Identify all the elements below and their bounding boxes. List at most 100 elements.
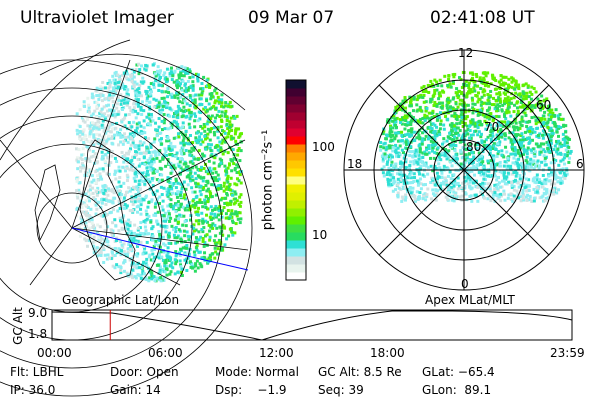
image-pixel	[227, 217, 231, 221]
image-pixel	[218, 231, 222, 235]
image-pixel	[93, 240, 97, 244]
image-pixel	[192, 223, 196, 227]
image-pixel	[132, 176, 136, 180]
colorbar-segment	[286, 80, 306, 89]
image-pixel	[179, 237, 183, 241]
image-pixel	[498, 164, 502, 168]
image-pixel	[188, 235, 192, 239]
image-pixel	[235, 212, 239, 216]
image-pixel	[225, 193, 229, 197]
image-pixel	[418, 172, 422, 176]
image-pixel	[86, 139, 90, 143]
image-pixel	[142, 119, 146, 123]
image-pixel	[194, 165, 198, 169]
image-pixel	[549, 126, 553, 130]
image-pixel	[412, 159, 416, 163]
image-pixel	[169, 70, 173, 74]
image-pixel	[417, 182, 421, 186]
image-pixel	[201, 217, 205, 221]
image-pixel	[171, 154, 175, 158]
image-pixel	[426, 83, 430, 87]
image-pixel	[215, 187, 219, 191]
image-pixel	[161, 104, 165, 108]
image-pixel	[229, 105, 233, 109]
image-pixel	[77, 148, 81, 152]
image-pixel	[157, 125, 161, 129]
image-pixel	[461, 112, 465, 116]
image-pixel	[135, 63, 139, 67]
image-pixel	[134, 67, 138, 71]
image-pixel	[161, 84, 165, 88]
image-pixel	[477, 148, 481, 152]
image-pixel	[435, 151, 439, 155]
image-pixel	[186, 71, 190, 75]
image-pixel	[97, 94, 101, 98]
image-pixel	[139, 124, 143, 128]
image-pixel	[166, 157, 170, 161]
image-pixel	[509, 152, 513, 156]
image-pixel	[439, 119, 443, 123]
image-pixel	[92, 196, 96, 200]
image-pixel	[160, 89, 164, 93]
image-pixel	[115, 249, 119, 253]
image-pixel	[198, 135, 202, 139]
image-pixel	[479, 103, 483, 107]
image-pixel	[103, 112, 107, 116]
image-pixel	[158, 239, 162, 243]
image-pixel	[138, 68, 142, 72]
image-pixel	[398, 144, 402, 148]
image-pixel	[172, 181, 176, 185]
image-pixel	[472, 154, 476, 158]
image-pixel	[430, 176, 434, 180]
image-pixel	[152, 83, 156, 87]
image-pixel	[474, 179, 478, 183]
image-pixel	[491, 134, 495, 138]
image-pixel	[464, 129, 468, 133]
image-pixel	[492, 127, 496, 131]
image-pixel	[510, 80, 514, 84]
image-pixel	[75, 158, 79, 162]
image-pixel	[76, 193, 80, 197]
image-pixel	[504, 100, 508, 104]
image-pixel	[158, 195, 162, 199]
image-pixel	[158, 71, 162, 75]
image-pixel	[533, 190, 537, 194]
image-pixel	[455, 157, 459, 161]
image-pixel	[418, 191, 422, 195]
image-pixel	[470, 151, 474, 155]
image-pixel	[450, 145, 454, 149]
image-pixel	[142, 155, 146, 159]
image-pixel	[133, 179, 137, 183]
image-pixel	[124, 220, 128, 224]
image-pixel	[524, 94, 528, 98]
image-pixel	[159, 69, 163, 73]
image-pixel	[408, 185, 412, 189]
image-pixel	[446, 167, 450, 171]
image-pixel	[231, 233, 235, 237]
image-pixel	[160, 142, 164, 146]
image-pixel	[456, 176, 460, 180]
image-pixel	[208, 120, 212, 124]
image-pixel	[136, 98, 140, 102]
image-pixel	[159, 271, 163, 275]
image-pixel	[456, 126, 460, 130]
image-pixel	[458, 184, 462, 188]
image-pixel	[538, 164, 542, 168]
image-pixel	[171, 74, 175, 78]
image-pixel	[512, 194, 516, 198]
image-pixel	[531, 104, 535, 108]
image-pixel	[180, 156, 184, 160]
image-pixel	[543, 199, 547, 203]
image-pixel	[111, 122, 115, 126]
image-pixel	[417, 180, 421, 184]
image-pixel	[492, 96, 496, 100]
image-pixel	[75, 147, 79, 151]
image-pixel	[157, 99, 161, 103]
image-pixel	[110, 200, 114, 204]
image-pixel	[529, 165, 533, 169]
image-pixel	[75, 214, 79, 218]
image-pixel	[169, 257, 173, 261]
image-pixel	[225, 201, 229, 205]
image-pixel	[166, 137, 170, 141]
image-pixel	[239, 193, 243, 197]
